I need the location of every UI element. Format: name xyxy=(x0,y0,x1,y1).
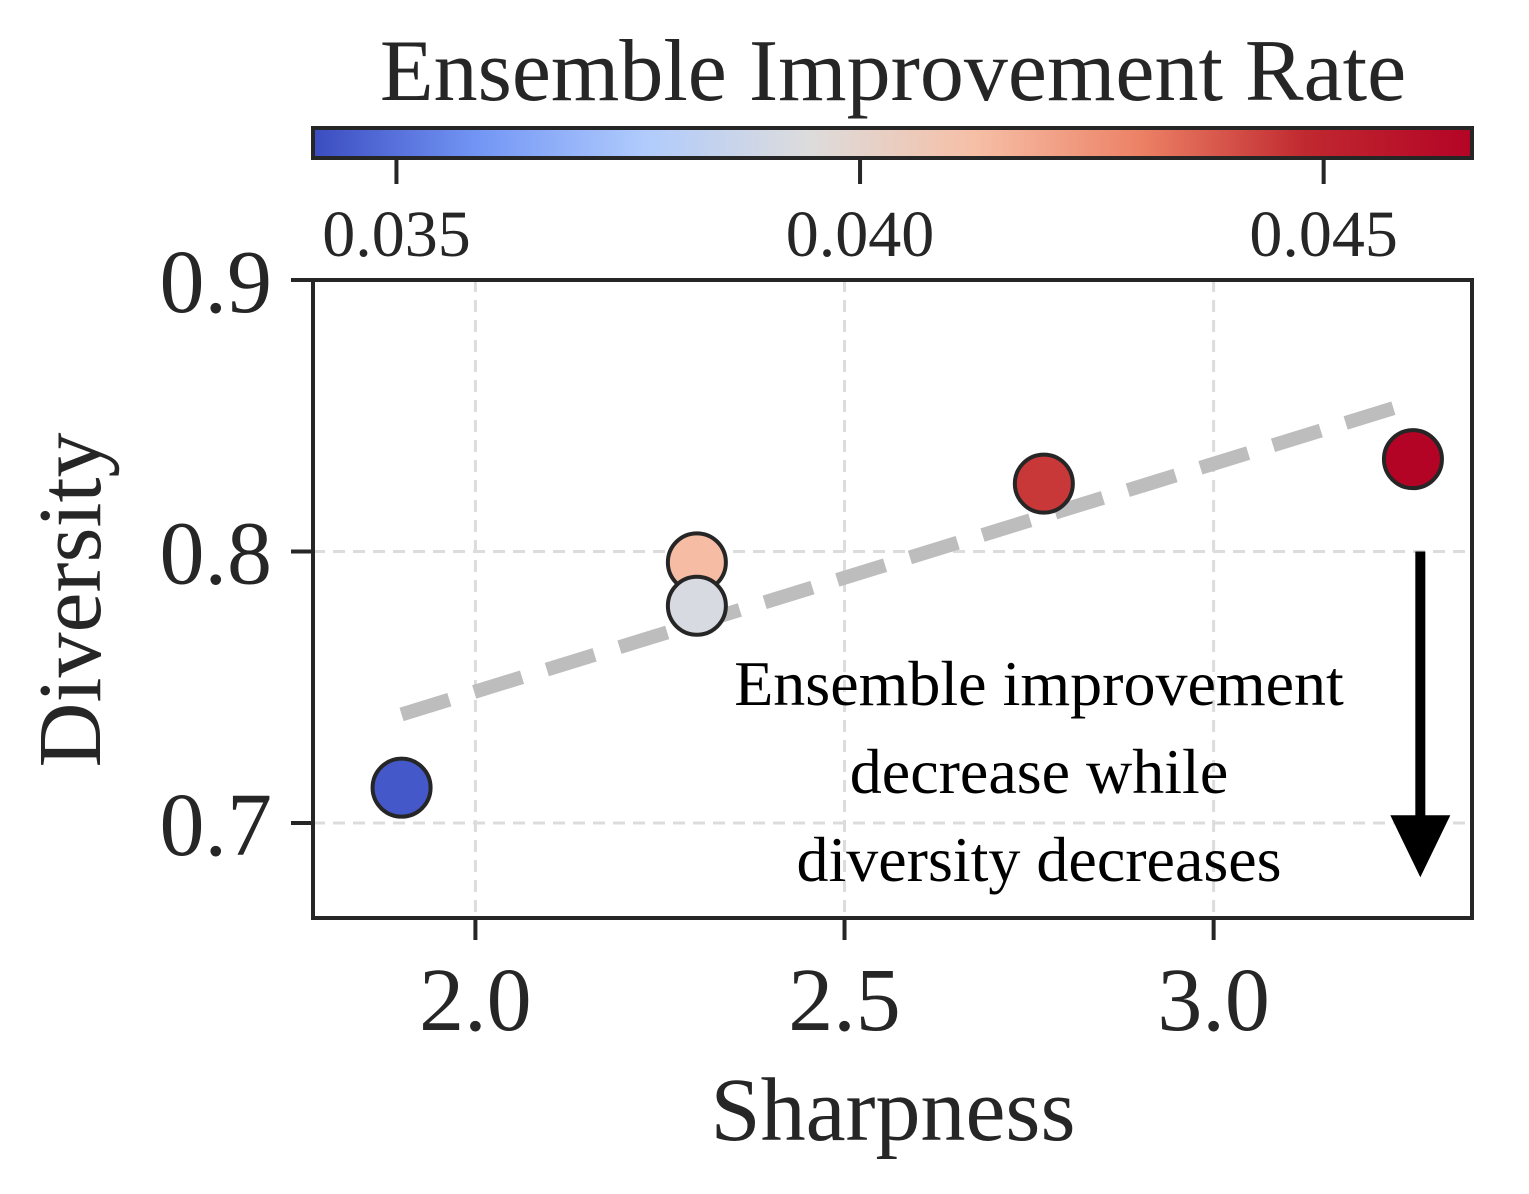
colorbar-label: Ensemble Improvement Rate xyxy=(380,23,1406,120)
colorbar-tick-label: 0.045 xyxy=(1249,198,1398,271)
y-tick-label: 0.7 xyxy=(160,776,273,875)
x-tick-label: 2.5 xyxy=(788,951,901,1050)
x-tick-label: 3.0 xyxy=(1157,951,1270,1050)
annotation-line-1: Ensemble improvement xyxy=(734,648,1344,719)
plot-area: Ensemble improvement decrease while dive… xyxy=(160,233,1474,1050)
annotation-line-2: decrease while xyxy=(850,736,1228,807)
x-axis-label: Sharpness xyxy=(711,1061,1076,1160)
colorbar-tick-label: 0.035 xyxy=(322,198,471,271)
data-point xyxy=(665,574,728,637)
y-tick-label: 0.9 xyxy=(160,233,273,332)
x-tick-label: 2.0 xyxy=(419,951,532,1050)
colorbar-tick-label: 0.040 xyxy=(786,198,935,271)
data-point xyxy=(370,756,433,819)
annotation-arrow-head xyxy=(1390,815,1451,878)
colorbar-gradient xyxy=(311,126,1474,160)
colorbar-ticks: 0.035 0.040 0.045 xyxy=(322,158,1398,271)
data-point xyxy=(1381,428,1444,491)
annotation-line-3: diversity decreases xyxy=(796,824,1281,895)
y-tick-label: 0.8 xyxy=(160,504,273,603)
x-axis-ticks: 2.0 2.5 3.0 xyxy=(419,918,1270,1050)
colorbar: Ensemble Improvement Rate 0.035 0.040 0.04… xyxy=(311,23,1474,271)
grid xyxy=(313,278,1472,918)
y-axis-label: Diversity xyxy=(21,433,120,768)
data-points xyxy=(370,428,1444,819)
trend-line xyxy=(399,395,1416,722)
y-axis-ticks: 0.7 0.8 0.9 xyxy=(160,233,313,875)
plot-frame xyxy=(311,278,1474,920)
data-point xyxy=(1012,452,1075,515)
annotation: Ensemble improvement decrease while dive… xyxy=(734,551,1451,895)
